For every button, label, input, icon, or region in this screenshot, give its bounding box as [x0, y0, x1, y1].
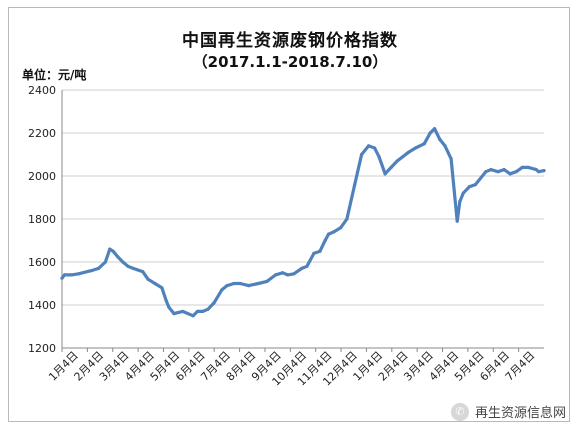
data-point [332, 230, 336, 234]
data-point [458, 200, 462, 204]
data-point [484, 170, 488, 174]
data-point [377, 155, 381, 159]
data-point [537, 170, 541, 174]
data-point [146, 277, 150, 281]
data-point [121, 260, 125, 264]
data-point [339, 226, 343, 230]
data-point [438, 137, 442, 142]
y-tick-label: 1600 [28, 256, 56, 269]
data-point [413, 146, 418, 150]
data-point [256, 281, 260, 286]
data-point [300, 266, 304, 271]
data-point [422, 142, 426, 146]
data-point [201, 309, 205, 314]
data-point [172, 312, 176, 316]
data-point [389, 165, 393, 169]
data-point [467, 185, 471, 189]
data-point [502, 167, 506, 172]
y-tick-label: 1400 [28, 299, 56, 312]
data-point [360, 152, 364, 157]
watermark-text: 再生资源信息网 [474, 406, 566, 421]
data-point [247, 284, 251, 288]
watermark: ✆ 再生资源信息网 [450, 402, 566, 421]
data-point [496, 170, 500, 174]
data-point [238, 281, 242, 286]
data-point [449, 157, 453, 161]
data-point [323, 238, 327, 243]
data-point [327, 232, 331, 236]
data-point [206, 307, 210, 311]
data-point [69, 273, 74, 277]
y-tick-label: 1800 [28, 213, 56, 226]
data-point [292, 272, 296, 276]
data-point [126, 264, 130, 268]
data-point [63, 273, 67, 277]
data-point [181, 309, 185, 314]
data-point [542, 169, 546, 173]
data-point [89, 269, 94, 273]
data-point [220, 288, 224, 292]
chart-subtitle: （2017.1.1-2018.7.10） [192, 53, 388, 71]
data-point [366, 144, 371, 148]
data-point [131, 266, 135, 271]
y-tick-label: 2200 [28, 127, 56, 140]
data-point [232, 281, 236, 286]
data-point [345, 217, 349, 221]
data-point [461, 191, 465, 195]
data-point [514, 170, 518, 174]
y-axis-unit-label: 单位：元/吨 [22, 68, 87, 82]
data-point [280, 271, 285, 275]
data-point [274, 273, 278, 277]
data-point [432, 127, 437, 131]
data-point [455, 219, 459, 223]
data-point [373, 146, 377, 150]
data-point [508, 172, 512, 176]
chart-title: 中国再生资源废钢价格指数 [182, 31, 398, 51]
data-point [395, 159, 399, 163]
data-point [160, 286, 164, 290]
data-point [111, 249, 115, 253]
data-point [534, 167, 538, 172]
data-point [443, 144, 447, 148]
data-point [383, 172, 387, 176]
data-point [473, 183, 477, 187]
data-point [141, 270, 145, 274]
data-point [212, 301, 216, 305]
y-tick-label: 2400 [28, 84, 56, 97]
data-point [312, 251, 316, 255]
data-point [305, 264, 309, 268]
data-point [406, 150, 411, 154]
data-point [164, 299, 168, 303]
data-point [225, 284, 229, 288]
data-point [76, 272, 81, 276]
data-point [286, 273, 290, 277]
y-tick-label: 2000 [28, 170, 56, 183]
data-point [96, 266, 101, 271]
wechat-icon: ✆ [450, 402, 469, 421]
data-point [489, 167, 493, 172]
data-point [318, 249, 322, 253]
data-point [153, 281, 157, 286]
y-tick-label: 1200 [28, 342, 56, 355]
chart-frame [8, 7, 570, 422]
data-point [60, 276, 64, 280]
data-point [103, 260, 108, 264]
series-line [60, 127, 546, 318]
data-point [353, 183, 357, 187]
data-point [167, 305, 171, 309]
data-point [520, 165, 524, 169]
data-point [526, 165, 530, 169]
data-point [428, 131, 432, 135]
data-point [265, 279, 269, 283]
data-point [195, 309, 200, 314]
data-point [108, 247, 112, 251]
data-point [115, 255, 120, 259]
data-point [191, 314, 195, 318]
